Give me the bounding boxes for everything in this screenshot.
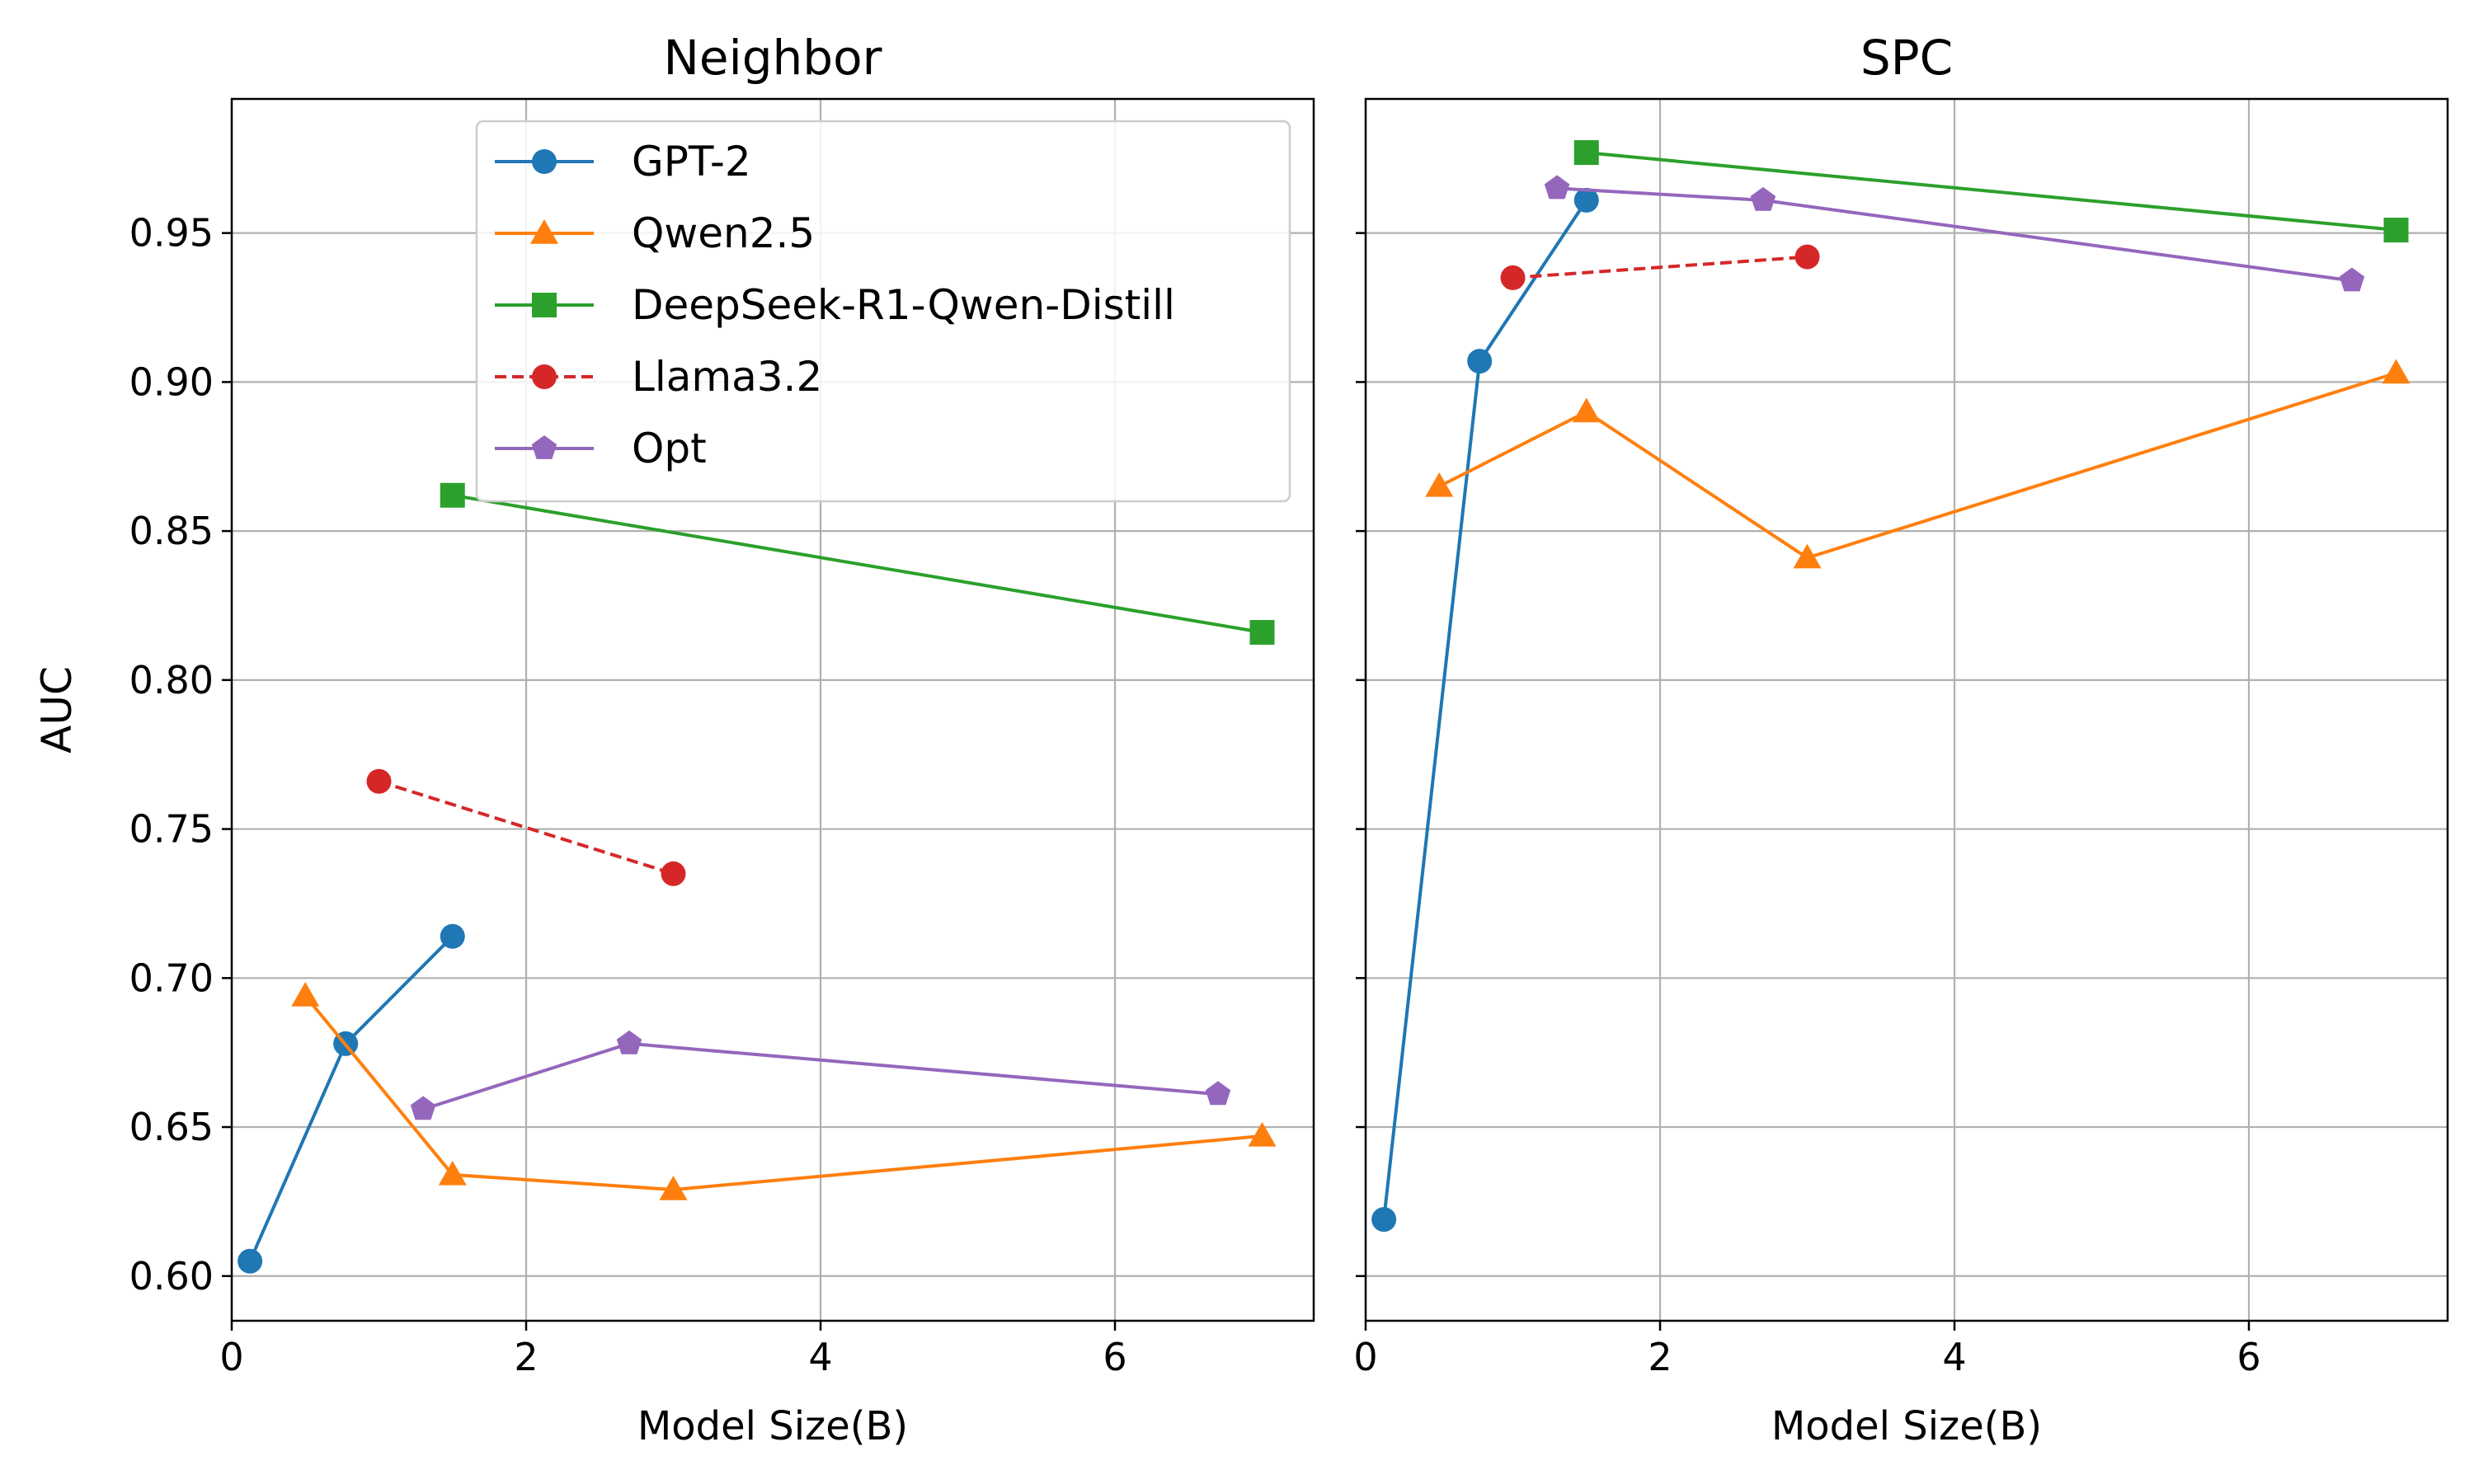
legend-label: Opt [632,425,707,472]
y-tick-label: 0.90 [129,359,214,404]
y-tick-label: 0.60 [129,1254,214,1298]
legend-label: DeepSeek-R1-Qwen-Distill [632,281,1175,329]
legend-marker [532,293,557,317]
data-point-qwen2-5 [1572,397,1601,423]
data-point-gpt-2 [1573,187,1599,213]
x-tick-label: 6 [2236,1335,2260,1379]
legend-marker [531,435,557,459]
data-point-llama3-2 [1500,265,1526,290]
data-point-opt [1750,186,1776,211]
data-point-qwen2-5 [291,982,320,1007]
data-point-opt [2339,267,2365,292]
series-line-qwen2-5 [303,994,1263,1192]
x-tick-label: 6 [1103,1335,1126,1379]
data-point-qwen2-5 [438,1160,467,1186]
data-point-gpt-2 [1467,349,1493,374]
legend-entry-gpt-2: GPT-2 [495,138,751,186]
y-tick-label: 0.85 [129,509,214,553]
legend-marker [532,364,557,389]
data-point-deepseek-r1-qwen-distill [1573,140,1599,166]
legend-box [475,120,1291,503]
series-qwen2-5 [291,982,1277,1200]
x-tick-label: 2 [1648,1335,1672,1379]
y-tick-label: 0.65 [129,1105,214,1149]
series-deepseek-r1-qwen-distill [440,482,1275,646]
data-point-qwen2-5 [2382,359,2411,384]
legend-label: GPT-2 [632,138,751,186]
data-point-llama3-2 [366,768,392,794]
y-tick-label: 0.75 [129,807,214,852]
data-point-opt [410,1096,436,1120]
data-point-qwen2-5 [659,1175,688,1200]
data-point-qwen2-5 [1793,543,1822,569]
legend-marker [532,149,557,174]
series-llama3-2 [1500,244,1820,290]
y-tick-label: 0.95 [129,211,214,256]
data-point-qwen2-5 [1425,472,1454,497]
x-tick-label: 4 [808,1335,832,1379]
legend-entry-qwen2-5: Qwen2.5 [495,209,815,257]
x-tick-label: 0 [219,1335,243,1379]
chart-panel-neighbor: 0 2 4 6 0.60 0.65 0.70 0.75 0.80 0.85 0.90 0.95 Neig… [33,30,1315,1449]
series-line-deepseek-r1-qwen-distill [452,493,1263,634]
series-opt [410,1030,1231,1120]
series-gpt-2 [1371,187,1599,1233]
y-tick-label: 0.70 [129,956,214,1000]
x-axis-label: Model Size(B) [1771,1403,2042,1449]
data-point-llama3-2 [661,861,686,886]
legend-marker [530,219,558,244]
y-axis-label: AUC [33,666,81,754]
data-point-gpt-2 [440,923,465,949]
series-llama3-2 [366,768,686,886]
data-point-qwen2-5 [1248,1121,1277,1147]
data-point-opt [1544,175,1570,200]
series-opt [1544,175,2365,292]
legend-label: Qwen2.5 [632,209,815,257]
series-line-llama3-2 [1512,255,1808,279]
y-tick-label: 0.80 [129,658,214,702]
data-point-deepseek-r1-qwen-distill [1249,620,1275,646]
data-point-deepseek-r1-qwen-distill [2383,218,2409,243]
x-tick-label: 0 [1353,1335,1377,1379]
series-line-deepseek-r1-qwen-distill [1586,151,2396,232]
legend-entry-llama3-2: Llama3.2 [495,353,822,401]
data-point-gpt-2 [1371,1207,1397,1233]
chart-legend: GPT-2 Qwen2.5 DeepSeek-R1-Qwen-Distill Llam… [475,120,1291,503]
data-point-gpt-2 [238,1248,263,1274]
x-axis-label: Model Size(B) [637,1403,908,1449]
legend-label: Llama3.2 [632,353,822,401]
series-gpt-2 [238,923,465,1274]
data-point-opt [1205,1081,1231,1106]
series-deepseek-r1-qwen-distill [1573,140,2409,243]
plot-frame [1364,97,2449,1322]
data-point-deepseek-r1-qwen-distill [440,482,465,508]
data-point-llama3-2 [1794,244,1820,270]
legend-entry-opt: Opt [495,425,707,472]
data-point-opt [616,1030,642,1054]
plot-frame [230,97,1315,1322]
chart-title: SPC [1860,30,1953,86]
chart-title: Neighbor [664,30,882,86]
series-line-qwen2-5 [1438,371,2397,560]
series-qwen2-5 [1425,359,2411,569]
legend-entry-deepseek-r1-qwen-distill: DeepSeek-R1-Qwen-Distill [495,281,1175,329]
x-tick-label: 2 [514,1335,538,1379]
x-tick-label: 4 [1942,1335,1966,1379]
chart-panel-spc: 0 2 4 6 SPC Model Size(B) [1353,30,2449,1449]
